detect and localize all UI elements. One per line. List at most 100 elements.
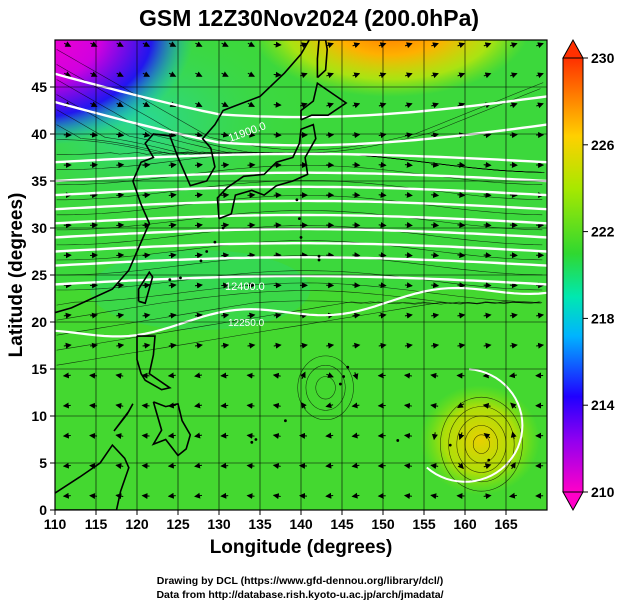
wind-arrow xyxy=(326,42,334,49)
wind-arrow xyxy=(246,493,255,500)
wind-arrow xyxy=(325,402,334,409)
wind-arrow xyxy=(431,432,438,441)
wind-arrow xyxy=(457,72,466,79)
island-dot xyxy=(250,440,254,444)
island-dot xyxy=(342,375,346,378)
wind-arrow xyxy=(62,402,71,409)
wind-arrow xyxy=(404,161,413,168)
island-dot xyxy=(168,278,172,282)
y-tick-label: 10 xyxy=(31,408,47,424)
wind-arrow xyxy=(483,432,491,440)
wind-arrow xyxy=(247,342,256,349)
x-tick-label: 120 xyxy=(125,516,149,532)
wind-arrow xyxy=(378,102,387,109)
wind-arrow xyxy=(483,42,492,49)
wind-arrow xyxy=(90,41,98,47)
wind-arrow xyxy=(116,41,124,47)
wind-arrow xyxy=(378,222,387,229)
wind-arrow xyxy=(483,191,492,198)
y-tick-label: 15 xyxy=(31,361,47,377)
wind-arrow xyxy=(351,402,360,409)
wind-arrow xyxy=(457,402,465,409)
coastline-segment xyxy=(55,40,310,314)
wind-arrow xyxy=(116,101,124,107)
wind-arrow xyxy=(168,41,177,47)
wind-arrow xyxy=(221,41,229,47)
contour-label: 12400.0 xyxy=(225,281,265,293)
wind-arrow xyxy=(352,312,361,319)
wind-arrow xyxy=(62,492,71,499)
streamline xyxy=(440,396,523,492)
wind-arrow xyxy=(116,312,125,319)
wind-arrow xyxy=(325,492,334,499)
wind-arrow xyxy=(273,342,282,349)
wind-arrow xyxy=(325,462,334,469)
y-tick-label: 5 xyxy=(39,455,47,471)
streamline xyxy=(56,49,544,151)
wind-arrow xyxy=(509,312,518,319)
wind-arrow xyxy=(404,132,413,139)
colorbar-tick-label: 218 xyxy=(591,310,615,326)
wind-arrow xyxy=(194,492,203,499)
wind-arrow xyxy=(90,101,98,107)
wind-arrow xyxy=(509,42,518,49)
wind-arrow xyxy=(431,191,440,198)
wind-arrow xyxy=(247,41,256,47)
wind-arrow xyxy=(246,402,255,409)
wind-arrow xyxy=(404,312,413,319)
wind-arrow xyxy=(431,252,440,259)
wind-arrow xyxy=(116,71,124,77)
wind-arrow xyxy=(510,461,516,470)
wind-arrow xyxy=(378,282,387,289)
island-dot xyxy=(317,254,321,258)
wind-arrow xyxy=(510,431,517,440)
wind-arrow xyxy=(431,312,440,319)
wind-arrow xyxy=(404,72,413,79)
wind-arrow xyxy=(483,312,492,319)
wind-arrow xyxy=(62,432,71,439)
wind-arrow xyxy=(509,342,518,349)
wind-arrow xyxy=(246,372,255,379)
wind-arrow xyxy=(457,252,466,259)
island-dot xyxy=(346,365,350,369)
wind-arrow xyxy=(272,402,281,409)
wind-arrow xyxy=(404,252,413,259)
wind-arrow xyxy=(63,41,72,47)
island-dot xyxy=(338,382,342,386)
wind-arrow xyxy=(116,252,125,259)
streamline xyxy=(56,225,543,246)
island-dot xyxy=(295,198,299,202)
wind-arrow xyxy=(536,102,544,109)
wind-arrow xyxy=(63,312,72,319)
wind-arrow xyxy=(508,492,517,499)
wind-arrow xyxy=(483,493,492,500)
wind-arrow xyxy=(194,432,203,439)
wind-arrow xyxy=(431,72,439,79)
wind-arrow xyxy=(142,342,151,349)
x-tick-label: 130 xyxy=(207,516,231,532)
wind-arrow xyxy=(221,252,230,259)
wind-arrow xyxy=(431,222,440,229)
wind-arrow xyxy=(326,72,334,79)
wind-arrow xyxy=(194,462,203,469)
wind-arrow xyxy=(195,71,203,77)
wind-arrow xyxy=(142,71,151,77)
wind-arrow xyxy=(458,432,465,440)
wind-arrow xyxy=(167,492,176,499)
wind-arrow xyxy=(247,71,256,77)
temperature-field xyxy=(55,40,547,510)
colorbar-tick-label: 210 xyxy=(591,484,615,500)
wind-arrow xyxy=(351,492,360,499)
wind-arrow xyxy=(378,252,387,259)
wind-arrow xyxy=(300,401,307,409)
wind-arrow xyxy=(221,192,230,199)
wind-arrow xyxy=(63,342,72,349)
wind-arrow xyxy=(352,42,361,49)
wind-arrow xyxy=(430,372,439,379)
wind-arrow xyxy=(116,162,125,169)
wind-arrow xyxy=(141,493,150,500)
coastline-segment xyxy=(136,335,172,391)
wind-arrow xyxy=(195,101,203,107)
contour-label: 12250.0 xyxy=(228,318,265,329)
wind-arrow xyxy=(457,42,466,49)
